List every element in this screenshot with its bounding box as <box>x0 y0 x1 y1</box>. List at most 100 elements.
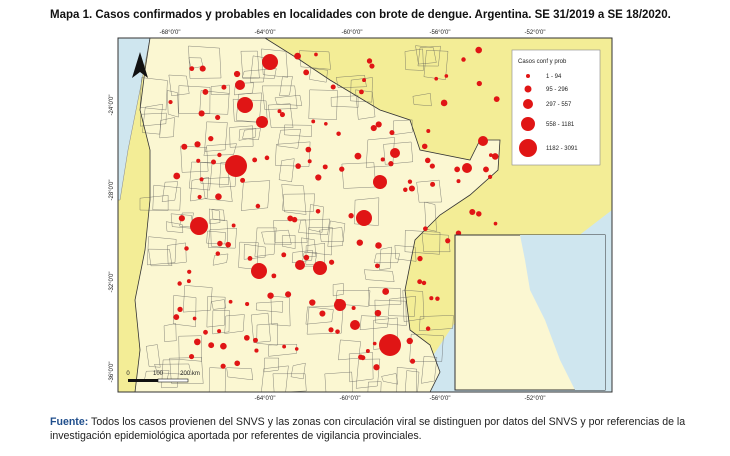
coord-label: -68°0'0" <box>159 30 180 36</box>
department-border <box>209 208 221 225</box>
case-circle <box>225 241 231 248</box>
department-border <box>167 242 187 265</box>
case-circle <box>483 166 489 173</box>
case-circle <box>255 203 261 209</box>
case-circle <box>211 159 217 165</box>
case-circle <box>233 70 241 78</box>
department-border <box>268 103 294 128</box>
department-border <box>161 359 180 388</box>
case-circle <box>478 136 488 146</box>
department-border <box>250 312 271 343</box>
department-border <box>416 179 442 203</box>
case-circle <box>491 153 499 160</box>
coord-label: -56°0'0" <box>429 396 450 402</box>
department-border <box>394 245 417 262</box>
case-circle <box>295 260 305 270</box>
case-circle <box>189 66 195 72</box>
case-circle <box>488 153 493 158</box>
case-circle <box>379 334 401 356</box>
case-circle <box>429 296 434 301</box>
case-circle <box>271 273 277 279</box>
case-circle <box>295 163 301 169</box>
department-border <box>238 128 257 141</box>
case-circle <box>196 158 201 163</box>
department-border <box>379 246 392 270</box>
scale-label: 200 km <box>180 371 200 377</box>
case-circle <box>303 69 310 76</box>
coord-label: -52°0'0" <box>524 30 545 36</box>
department-border <box>282 235 296 249</box>
case-circle <box>231 223 236 228</box>
department-border <box>154 363 192 375</box>
case-circle <box>177 306 183 313</box>
department-border <box>272 373 307 392</box>
case-circle <box>359 89 364 95</box>
department-border <box>354 197 380 226</box>
department-border <box>393 119 413 135</box>
map: Casos conf y prob 1 - 94 95 - 296 297 - 55… <box>109 30 613 402</box>
department-border <box>203 143 237 156</box>
department-border <box>241 180 271 211</box>
case-circle <box>245 301 250 307</box>
case-circle <box>208 136 214 142</box>
department-border <box>188 45 222 79</box>
department-border <box>277 129 301 149</box>
footnote: Fuente: Todos los casos provienen del SN… <box>50 415 690 443</box>
department-border <box>359 315 389 330</box>
department-border <box>319 227 344 242</box>
department-border <box>404 370 420 392</box>
case-circle <box>193 338 201 346</box>
department-border <box>423 50 449 80</box>
case-circle <box>430 181 436 187</box>
case-circle <box>336 131 341 136</box>
department-border <box>161 181 178 202</box>
case-circle <box>305 146 312 153</box>
case-circle <box>217 240 223 247</box>
case-circle <box>215 251 221 256</box>
case-circle <box>262 54 278 70</box>
legend-symbol <box>526 74 530 78</box>
case-circle <box>408 185 415 192</box>
department-border <box>212 310 230 335</box>
map-title: Mapa 1. Casos confirmados y probables en… <box>50 9 671 21</box>
case-circle <box>313 263 321 271</box>
case-circle <box>476 80 482 87</box>
case-circle <box>188 353 195 360</box>
department-border <box>199 90 230 115</box>
department-border <box>268 344 297 357</box>
department-border <box>274 95 303 106</box>
case-circle <box>462 163 472 173</box>
case-circle <box>423 226 428 232</box>
case-circle <box>493 96 500 103</box>
department-border <box>307 227 333 256</box>
department-border <box>298 218 331 235</box>
case-circle <box>309 299 316 306</box>
case-circle <box>335 329 340 334</box>
scale-segment <box>128 379 158 382</box>
department-border <box>263 357 279 373</box>
case-circle <box>291 216 298 223</box>
department-border <box>330 95 359 108</box>
case-circle <box>285 291 292 298</box>
case-circle <box>476 211 482 217</box>
case-circle <box>194 141 201 148</box>
case-circle <box>351 306 356 311</box>
case-circle <box>380 157 385 162</box>
case-circle <box>421 280 427 286</box>
case-circle <box>256 116 268 128</box>
case-circle <box>267 292 274 299</box>
department-border <box>242 127 261 140</box>
department-border <box>332 283 344 297</box>
department-border <box>243 243 266 260</box>
legend-symbol <box>519 139 537 157</box>
department-border <box>324 371 353 392</box>
case-circle <box>220 363 226 369</box>
case-circle <box>403 187 408 192</box>
department-border <box>211 299 227 310</box>
department-border <box>404 230 441 255</box>
case-circle <box>235 80 245 90</box>
scale-label: 100 <box>153 371 164 377</box>
department-border <box>189 161 213 191</box>
case-circle <box>469 208 476 216</box>
case-circle <box>362 78 366 83</box>
